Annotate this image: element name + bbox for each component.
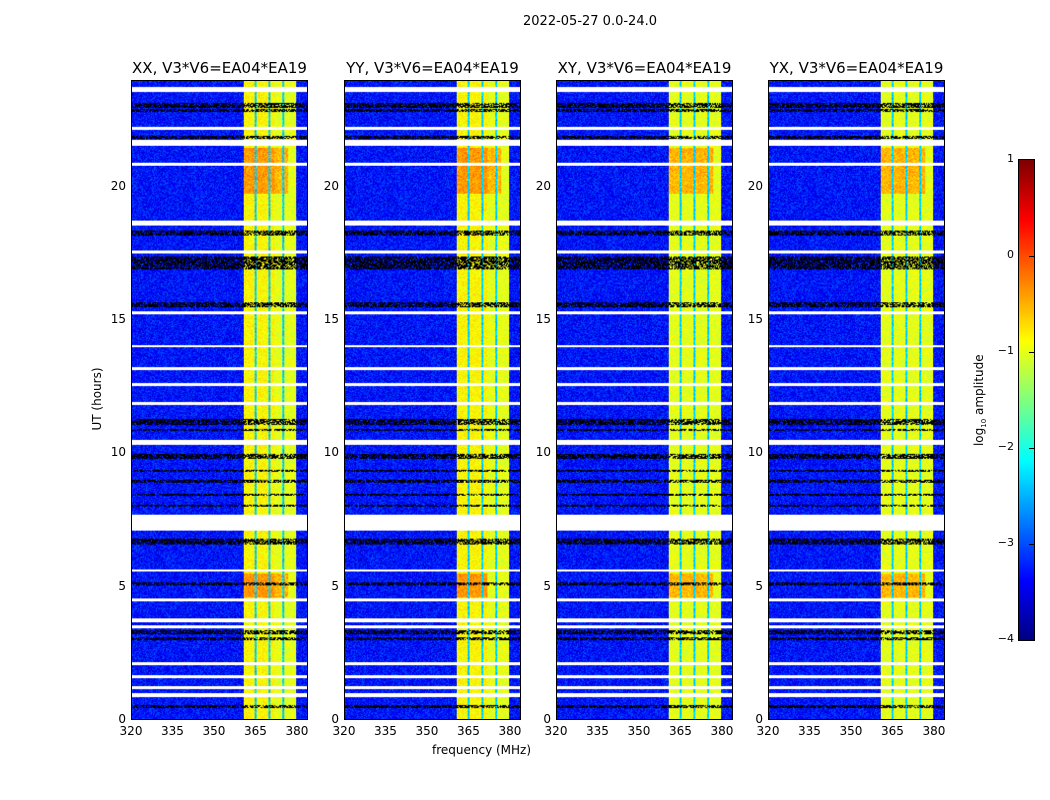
colorbar-tick-label: −2 [997,440,1014,453]
colorbar-tick [1029,352,1035,353]
y-tick-label: 5 [331,578,339,593]
colorbar-tick [1029,256,1035,257]
colorbar [1018,159,1035,641]
y-tick-label: 20 [110,178,126,193]
colorbar-tick-label: −3 [997,536,1014,549]
x-tick-label: 350 [627,724,651,738]
colorbar-tick-label: −1 [997,344,1014,357]
x-tick-label: 350 [839,724,863,738]
heatmap-panel [131,80,308,720]
colorbar-tick-label: 1 [1007,152,1014,165]
y-tick-label: 0 [755,712,763,726]
colorbar-tick [1029,544,1035,545]
y-tick-label: 0 [331,712,339,726]
x-tick-label: 350 [415,724,439,738]
y-axis-label: UT (hours) [90,367,104,431]
x-tick-label: 380 [498,724,522,738]
heatmap-cells [345,81,520,719]
x-tick-label: 380 [710,724,734,738]
panel-title: XY, V3*V6=EA04*EA19 [557,59,732,77]
x-tick-label: 320 [119,724,143,738]
y-tick-label: 10 [747,445,763,460]
heatmap-panel [344,80,521,720]
colorbar-tick-label: −4 [997,632,1014,645]
y-tick-label: 15 [110,312,126,326]
x-tick-label: 365 [244,724,267,738]
x-tick-label: 350 [202,724,226,738]
y-tick-label: 15 [747,312,763,326]
y-tick-label: 10 [323,445,339,460]
y-tick-label: 5 [118,578,126,593]
figure-title: 2022-05-27 0.0-24.0 [523,14,657,29]
x-tick-label: 365 [669,724,692,738]
x-axis-label: frequency (MHz) [432,743,532,757]
panel-title: XX, V3*V6=EA04*EA19 [132,59,307,77]
colorbar-tick [1029,448,1035,449]
colorbar-label: log10 amplitude [971,354,989,447]
y-tick-label: 10 [535,445,551,460]
y-tick-label: 5 [755,578,763,593]
y-tick-label: 0 [543,712,551,726]
y-tick-label: 0 [118,712,126,726]
y-tick-label: 20 [323,178,339,193]
heatmap-panel [556,80,733,720]
panel-title: YY, V3*V6=EA04*EA19 [346,59,519,77]
heatmap-cells [132,81,307,719]
x-tick-label: 365 [881,724,904,738]
y-tick-label: 10 [110,445,126,460]
x-tick-label: 380 [285,724,309,738]
heatmap-cells [557,81,732,719]
y-tick-label: 20 [535,178,551,193]
x-tick-label: 320 [756,724,780,738]
colorbar-tick-label: 0 [1007,248,1014,261]
x-tick-label: 335 [798,724,821,738]
y-tick-label: 20 [747,178,763,193]
x-tick-label: 320 [332,724,356,738]
x-tick-label: 365 [457,724,480,738]
x-tick-label: 335 [586,724,609,738]
y-tick-label: 15 [535,312,551,326]
x-tick-label: 380 [922,724,946,738]
heatmap-cells [769,81,944,719]
y-tick-label: 5 [543,578,551,593]
heatmap-panel [768,80,945,720]
x-tick-label: 335 [161,724,184,738]
x-tick-label: 335 [374,724,397,738]
x-tick-label: 320 [544,724,568,738]
panel-title: YX, V3*V6=EA04*EA19 [769,59,944,77]
y-tick-label: 15 [323,312,339,326]
